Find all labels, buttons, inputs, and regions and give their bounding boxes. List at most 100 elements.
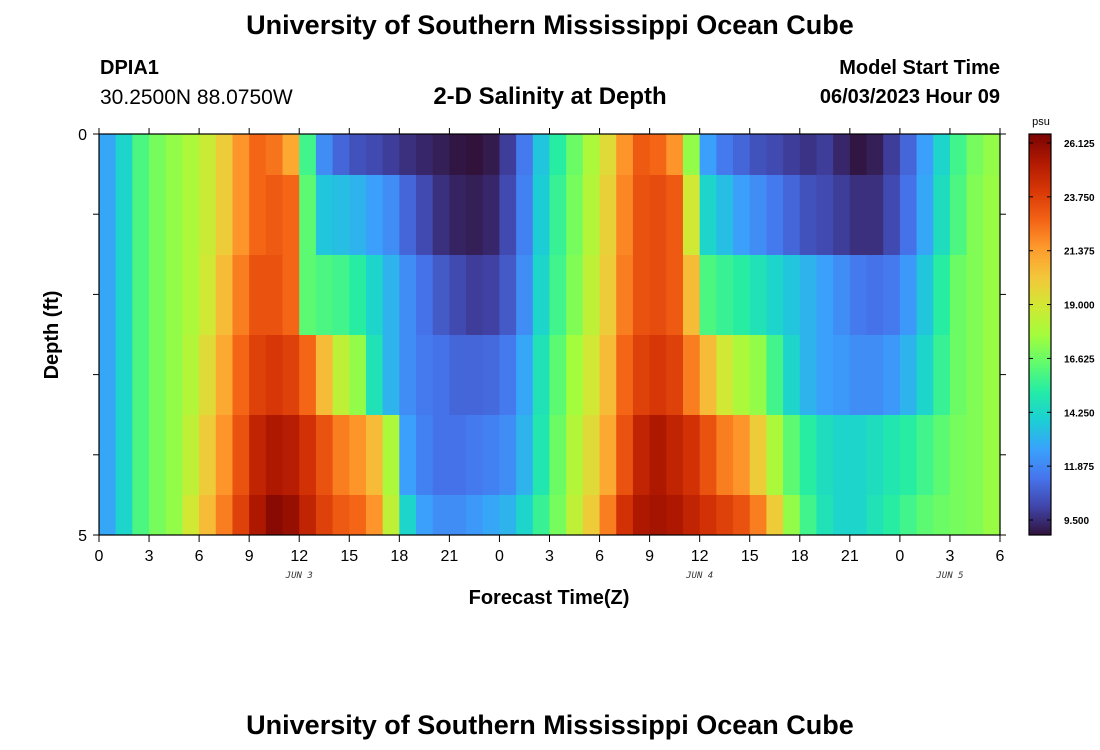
heatmap-cell — [516, 335, 534, 415]
heatmap-cell — [232, 495, 250, 535]
heatmap-cell — [215, 415, 234, 495]
heatmap-cell — [883, 495, 901, 535]
heatmap-cell — [666, 175, 684, 255]
heatmap-cell — [449, 495, 467, 535]
heatmap-cell — [883, 335, 901, 415]
heatmap-cell — [649, 415, 667, 495]
heatmap-cell — [833, 415, 851, 495]
heatmap-cell — [949, 495, 968, 535]
heatmap-cell — [716, 335, 734, 415]
heatmap-cell — [616, 134, 634, 175]
heatmap-cell — [382, 255, 400, 335]
heatmap-cell — [949, 175, 968, 255]
x-tick-label: 21 — [440, 548, 458, 565]
heatmap-cell — [482, 134, 501, 175]
heatmap-cell — [482, 335, 501, 415]
heatmap-cell — [716, 415, 734, 495]
heatmap-cell — [499, 134, 517, 175]
heatmap-cell — [299, 495, 317, 535]
heatmap-cell — [165, 415, 184, 495]
heatmap-cell — [833, 255, 851, 335]
date-label: JUN 5 — [935, 571, 963, 581]
heatmap-cell — [783, 255, 801, 335]
heatmap-cell — [682, 415, 701, 495]
heatmap-cell — [682, 495, 701, 535]
heatmap-cell — [949, 134, 968, 175]
heatmap-cell — [315, 134, 334, 175]
heatmap-cell — [532, 495, 551, 535]
plot-frame — [98, 133, 1001, 536]
heatmap-cell — [315, 415, 334, 495]
heatmap-cell — [799, 175, 818, 255]
heatmap-cell — [99, 335, 117, 415]
heatmap-cell — [799, 255, 818, 335]
heatmap-cell — [399, 255, 417, 335]
heatmap-cell — [549, 495, 567, 535]
heatmap-cell — [349, 134, 367, 175]
heatmap-cell — [549, 415, 567, 495]
heatmap-cell — [833, 335, 851, 415]
heatmap-cell — [783, 415, 801, 495]
heatmap-cell — [199, 134, 217, 175]
heatmap-cell — [749, 415, 768, 495]
heatmap-cell — [682, 134, 701, 175]
heatmap-cell — [466, 175, 484, 255]
heatmap-cell — [783, 175, 801, 255]
heatmap-cell — [983, 335, 1001, 415]
heatmap-cell — [916, 415, 934, 495]
heatmap-cell — [766, 175, 784, 255]
heatmap-cell — [749, 495, 768, 535]
heatmap-cell — [365, 255, 384, 335]
heatmap-cell — [499, 415, 517, 495]
heatmap-cell — [599, 415, 617, 495]
heatmap-cell — [499, 255, 517, 335]
heatmap-cell — [616, 335, 634, 415]
heatmap-cell — [449, 255, 467, 335]
heatmap-cell — [149, 134, 167, 175]
heatmap-cell — [716, 495, 734, 535]
colorbar-tick-label: 26.125 — [1064, 139, 1095, 150]
date-label: JUN 3 — [285, 571, 313, 581]
heatmap-cell — [516, 175, 534, 255]
x-tick-label: 18 — [390, 548, 408, 565]
heatmap-cell — [616, 415, 634, 495]
heatmap-cell — [532, 255, 551, 335]
heatmap-cell — [566, 415, 584, 495]
heatmap-cell — [582, 335, 601, 415]
heatmap-cell — [733, 175, 751, 255]
heatmap-cell — [966, 335, 984, 415]
heatmap-cell — [182, 175, 200, 255]
heatmap-cell — [516, 415, 534, 495]
x-tick-label: 3 — [945, 548, 954, 565]
heatmap-cell — [966, 134, 984, 175]
heatmap-cell — [849, 335, 868, 415]
heatmap-cell — [132, 175, 150, 255]
heatmap-cell — [99, 495, 117, 535]
heatmap-cell — [282, 255, 300, 335]
heatmap-cell — [215, 255, 234, 335]
heatmap-cell — [733, 495, 751, 535]
heatmap-cell — [466, 415, 484, 495]
heatmap-cell — [549, 175, 567, 255]
heatmap-cell — [682, 175, 701, 255]
x-tick-label: 0 — [95, 548, 104, 565]
heatmap-cell — [265, 134, 284, 175]
x-tick-label: 15 — [340, 548, 358, 565]
heatmap-cell — [716, 175, 734, 255]
heatmap-cell — [799, 495, 818, 535]
heatmap-cell — [783, 134, 801, 175]
heatmap-cell — [232, 335, 250, 415]
heatmap-cell — [666, 335, 684, 415]
x-tick-label: 6 — [996, 548, 1005, 565]
heatmap-cell — [332, 495, 350, 535]
heatmap-cell — [666, 415, 684, 495]
heatmap-cell — [566, 255, 584, 335]
heatmap-cell — [816, 255, 834, 335]
x-tick-label: 3 — [145, 548, 154, 565]
heatmap-cell — [849, 255, 868, 335]
heatmap-cell — [265, 175, 284, 255]
heatmap-cell — [215, 335, 234, 415]
heatmap-cell — [883, 134, 901, 175]
heatmap-cell — [799, 335, 818, 415]
heatmap-cell — [115, 175, 133, 255]
